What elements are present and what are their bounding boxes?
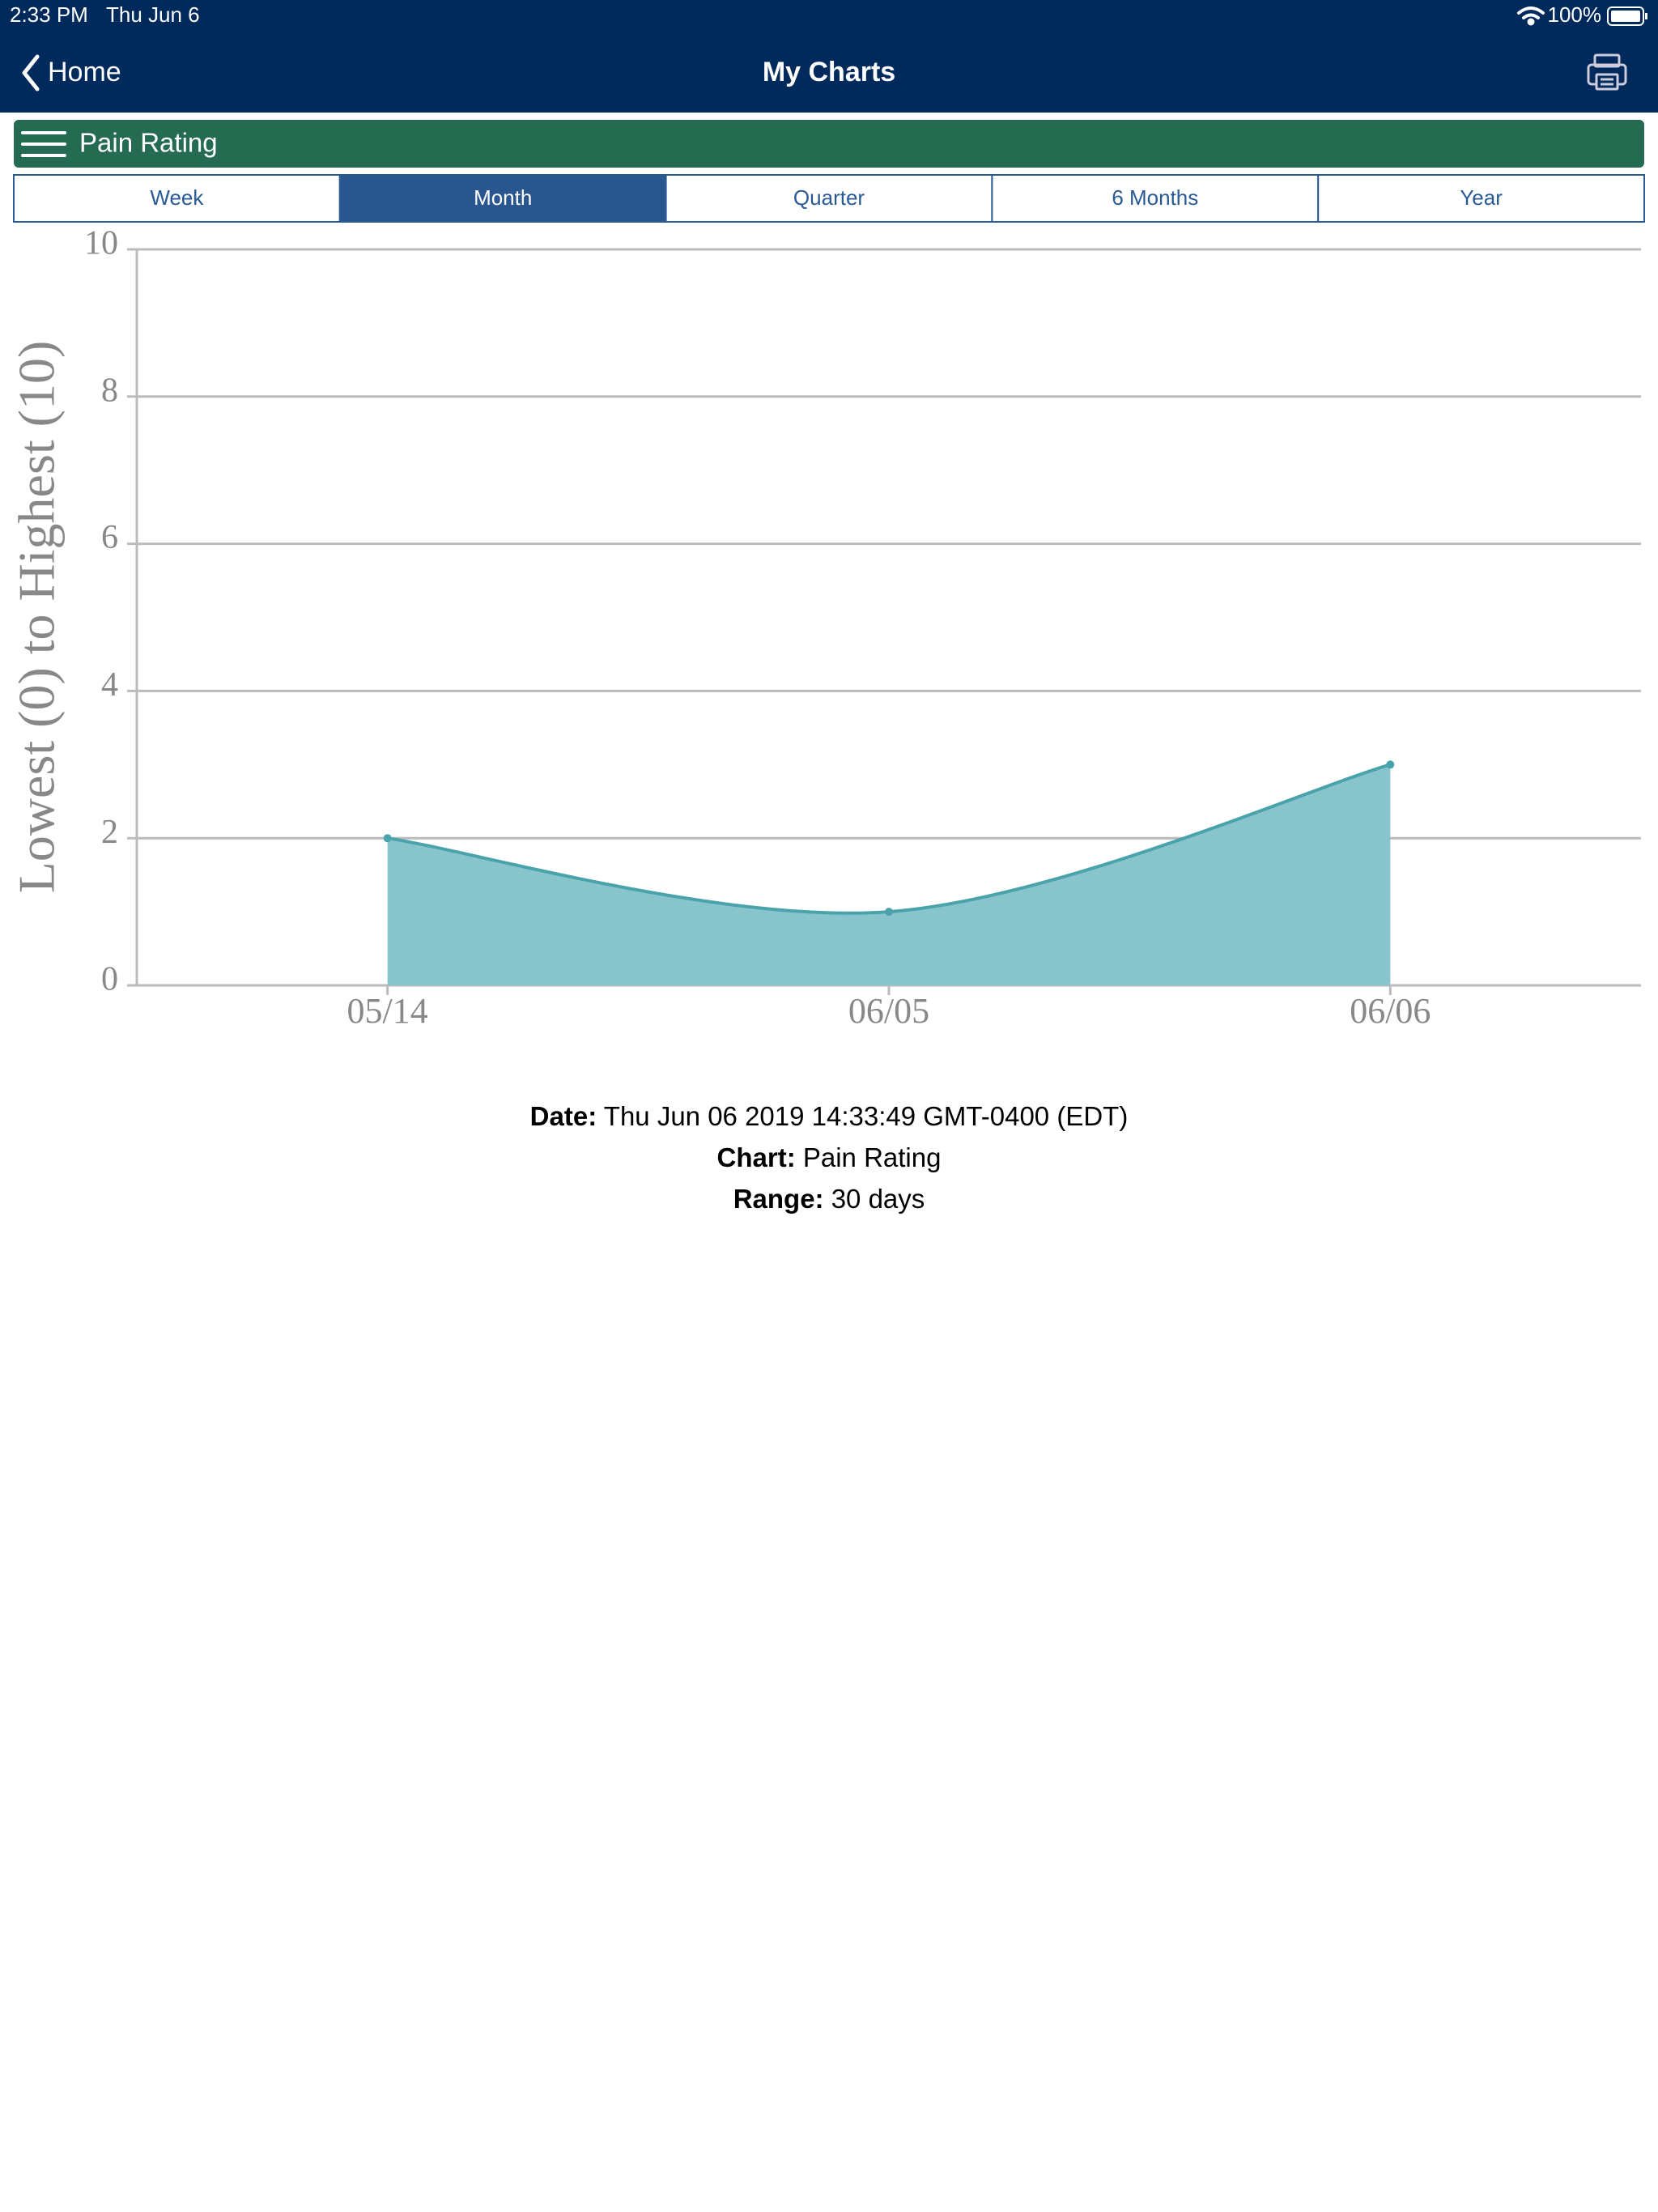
footer-line: Range: 30 days [733, 1184, 925, 1214]
menu-icon[interactable] [21, 131, 66, 157]
footer-label: Date: [530, 1101, 597, 1131]
footer-value: Thu Jun 06 2019 14:33:49 GMT-0400 (EDT) [604, 1101, 1129, 1131]
y-tick-label: 0 [101, 961, 118, 998]
data-point [383, 834, 392, 843]
tab-button[interactable] [338, 174, 667, 223]
back-chevron[interactable] [22, 54, 40, 91]
footer: Date: Thu Jun 06 2019 14:33:49 GMT-0400 … [530, 1101, 1129, 1214]
tab-button[interactable] [991, 174, 1320, 223]
x-tick-label: 06/05 [848, 991, 929, 1031]
back-label[interactable]: Home [48, 57, 121, 87]
x-tick-label: 05/14 [347, 991, 428, 1031]
tab-button[interactable] [13, 174, 341, 223]
tab-label[interactable]: Quarter [793, 185, 865, 210]
footer-value: 30 days [831, 1184, 925, 1214]
battery-icon [1607, 6, 1647, 26]
footer-line: Date: Thu Jun 06 2019 14:33:49 GMT-0400 … [530, 1101, 1129, 1131]
tab-label[interactable]: 6 Months [1112, 185, 1198, 210]
battery-percent: 100% [1548, 2, 1602, 27]
footer-line: Chart: Pain Rating [717, 1142, 942, 1172]
footer-label: Chart: [717, 1142, 796, 1172]
selector-label[interactable]: Pain Rating [79, 128, 218, 158]
area [387, 764, 1391, 985]
footer-label: Range: [733, 1184, 824, 1214]
nav-title: My Charts [763, 57, 895, 87]
nav-background [0, 0, 1658, 113]
data-point [1386, 760, 1395, 769]
chart: Lowest (0) to Highest (10) 0 2 4 6 8 10 05/14 0… [8, 225, 1641, 1031]
tab-label[interactable]: Month [474, 185, 532, 210]
print-button[interactable] [1587, 53, 1627, 91]
wifi-icon [1517, 6, 1545, 26]
y-tick-label: 2 [101, 814, 118, 851]
y-tick-label: 4 [101, 666, 118, 704]
back-button[interactable]: Home [22, 54, 121, 91]
tab-label[interactable]: Year [1460, 185, 1503, 210]
tab-label[interactable]: Week [150, 185, 204, 210]
range-tabs: Week Month Quarter 6 Months Year [13, 174, 1645, 223]
chart-selector[interactable]: Pain Rating [14, 120, 1644, 168]
status-time: 2:33 PM [10, 2, 88, 27]
y-tick-label: 8 [101, 372, 118, 409]
selector-background[interactable] [14, 120, 1644, 168]
y-axis-title: Lowest (0) to Highest (10) [8, 341, 66, 894]
footer-value: Pain Rating [803, 1142, 942, 1172]
y-tick-label: 10 [84, 225, 118, 262]
tab-button[interactable] [665, 174, 993, 223]
y-tick-label: 6 [101, 519, 118, 556]
tab-button[interactable] [1317, 174, 1645, 223]
status-date: Thu Jun 6 [106, 2, 200, 27]
data-point [885, 908, 893, 917]
x-tick-label: 06/06 [1350, 991, 1431, 1031]
